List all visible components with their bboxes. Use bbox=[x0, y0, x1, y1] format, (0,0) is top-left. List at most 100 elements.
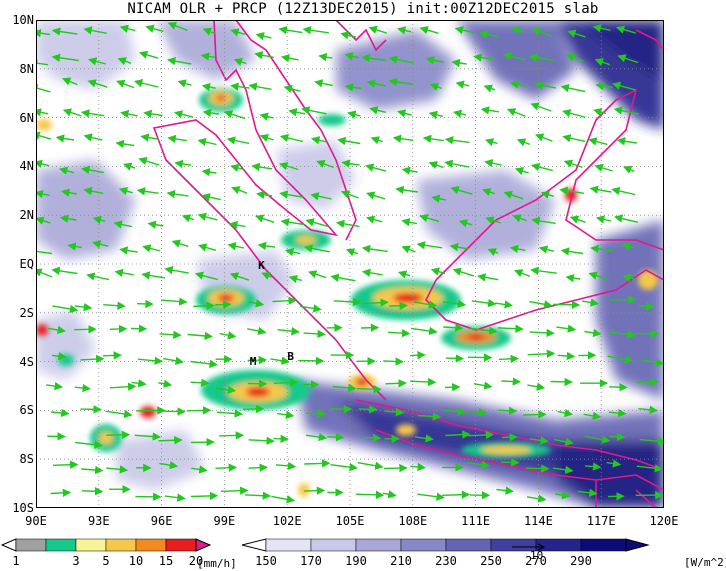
longitude-label: 90E bbox=[25, 514, 47, 528]
latitude-label: 4S bbox=[19, 354, 34, 369]
wind-arrow bbox=[275, 461, 297, 471]
wind-arrow bbox=[197, 137, 217, 147]
wind-arrow bbox=[122, 162, 136, 171]
wind-arrow bbox=[395, 185, 418, 195]
latitude-label: 10S bbox=[12, 501, 34, 515]
wind-arrow bbox=[529, 328, 555, 338]
latitude-label: 8N bbox=[19, 61, 34, 76]
wind-arrow bbox=[419, 26, 439, 35]
wind-arrow bbox=[142, 244, 161, 253]
wind-arrow bbox=[511, 26, 525, 35]
wind-arrow bbox=[445, 430, 471, 439]
wind-arrow bbox=[609, 330, 637, 339]
olr-tick-label: 170 bbox=[300, 554, 322, 568]
precip-tick-label: 20 bbox=[188, 554, 204, 568]
wind-arrow bbox=[164, 266, 189, 275]
wind-arrow bbox=[190, 491, 219, 501]
wind-arrow bbox=[81, 465, 104, 475]
wind-arrow bbox=[451, 58, 467, 68]
wind-arrow bbox=[307, 270, 327, 279]
wind-arrow bbox=[577, 488, 598, 497]
wind-arrow bbox=[198, 243, 217, 252]
wind-arrow bbox=[589, 185, 612, 194]
wind-arrow bbox=[81, 165, 105, 175]
wind-arrow bbox=[608, 408, 627, 418]
wind-arrow bbox=[366, 191, 386, 200]
wind-arrow bbox=[278, 25, 303, 35]
wind-arrow bbox=[452, 267, 475, 277]
wind-arrow bbox=[454, 26, 474, 35]
wind-arrow bbox=[473, 53, 496, 62]
wind-arrow bbox=[538, 245, 554, 254]
wind-arrow bbox=[215, 300, 232, 309]
olr-tick-label: 210 bbox=[390, 554, 412, 568]
wind-arrow bbox=[113, 220, 132, 229]
wind-arrow bbox=[410, 377, 437, 387]
wind-arrow bbox=[358, 405, 378, 414]
longitude-label: 102E bbox=[272, 514, 302, 528]
wind-arrow bbox=[526, 494, 547, 503]
wind-arrow bbox=[550, 377, 573, 387]
wind-arrow bbox=[369, 106, 386, 115]
longitude-label: 117E bbox=[586, 514, 616, 528]
latitude-label: 6S bbox=[19, 403, 34, 418]
wind-arrow bbox=[442, 299, 467, 309]
wind-arrow bbox=[444, 159, 470, 168]
wind-arrow bbox=[361, 268, 383, 277]
wind-arrow bbox=[467, 430, 495, 440]
wind-arrow bbox=[109, 324, 128, 334]
wind-arrow bbox=[302, 26, 329, 35]
olr-tick-label: 290 bbox=[570, 554, 592, 568]
wind-arrow bbox=[529, 300, 553, 309]
wind-arrow bbox=[450, 186, 473, 195]
wind-arrow bbox=[59, 214, 77, 223]
wind-arrow bbox=[106, 465, 129, 474]
olr-tick-label: 230 bbox=[435, 554, 457, 568]
wind-arrow bbox=[215, 463, 238, 472]
wind-arrow bbox=[202, 108, 220, 118]
wind-arrow bbox=[303, 329, 326, 339]
wind-arrow bbox=[316, 159, 334, 169]
wind-arrow bbox=[229, 220, 246, 230]
wind-arrow bbox=[136, 187, 159, 196]
wind-arrow bbox=[87, 79, 108, 88]
colorbar-under-triangle bbox=[241, 538, 267, 552]
wind-arrow bbox=[62, 108, 82, 117]
wind-arrow bbox=[74, 383, 91, 393]
place-marker-k: K bbox=[258, 259, 265, 273]
wind-arrow bbox=[304, 486, 326, 495]
wind-arrow bbox=[523, 410, 547, 419]
wind-arrow bbox=[271, 495, 296, 504]
wind-arrow bbox=[428, 110, 443, 119]
precip-units: [mm/h] bbox=[197, 557, 237, 570]
wind-arrow bbox=[401, 245, 416, 254]
wind-arrow bbox=[458, 219, 473, 228]
wind-arrow bbox=[177, 79, 192, 88]
wind-arrow bbox=[219, 331, 237, 340]
colorbar-swatch bbox=[580, 538, 627, 552]
wind-arrow bbox=[531, 27, 553, 37]
wind-arrow bbox=[318, 52, 333, 62]
wind-arrow bbox=[449, 243, 468, 252]
map-canvas bbox=[36, 20, 664, 508]
wind-arrow bbox=[340, 31, 357, 40]
precip-tick-label: 3 bbox=[72, 554, 80, 568]
wind-arrow bbox=[388, 328, 411, 338]
wind-arrow bbox=[466, 408, 488, 417]
colorbar-swatch bbox=[105, 538, 137, 552]
wind-arrow bbox=[413, 300, 438, 309]
wind-arrow bbox=[562, 134, 586, 143]
latitude-label: 4N bbox=[19, 159, 34, 174]
wind-arrow bbox=[227, 242, 245, 251]
wind-arrow bbox=[484, 159, 502, 168]
wind-arrow bbox=[259, 112, 274, 121]
wind-arrow bbox=[425, 56, 444, 65]
wind-arrow bbox=[190, 378, 210, 387]
wind-arrow bbox=[559, 186, 585, 195]
wind-arrow bbox=[158, 379, 173, 388]
precip-colorbar bbox=[0, 538, 212, 552]
wind-arrow bbox=[314, 79, 333, 88]
wind-arrow bbox=[480, 106, 500, 115]
wind-arrow bbox=[230, 82, 250, 91]
wind-arrow bbox=[62, 77, 78, 86]
